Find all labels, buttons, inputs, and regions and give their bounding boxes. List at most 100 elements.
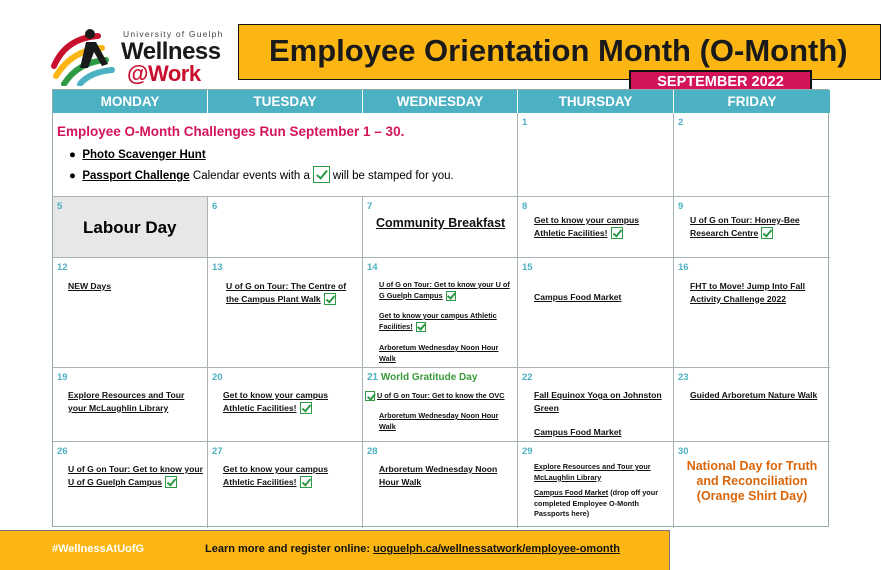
day-cell-30: 30 National Day for Truth and Reconcilia… — [674, 442, 830, 528]
day-cell-26: 26 U of G on Tour: Get to know your U of… — [53, 442, 208, 528]
date-number: 30 — [678, 446, 689, 457]
date-number: 26 — [57, 446, 68, 457]
day-cell-14: 14 U of G on Tour: Get to know your U of… — [363, 258, 518, 368]
event-link[interactable]: U of G on Tour: Get to know your U of G … — [379, 280, 510, 301]
photo-scavenger-hunt-link[interactable]: Photo Scavenger Hunt — [82, 149, 206, 161]
date-number: 5 — [57, 201, 63, 212]
day-cell-19: 19 Explore Resources and Tour your McLau… — [53, 368, 208, 442]
event-link[interactable]: Get to know your campus Athletic Facilit… — [534, 215, 640, 239]
date-number: 29 — [522, 446, 533, 457]
date-number: 28 — [367, 446, 378, 457]
calendar-grid: MONDAY TUESDAY WEDNESDAY THURSDAY FRIDAY… — [52, 89, 830, 528]
stamp-check-icon — [299, 401, 312, 414]
day-cell-16: 16 FHT to Move! Jump Into Fall Activity … — [674, 258, 830, 368]
day-cell-9: 9 U of G on Tour: Honey-Bee Research Cen… — [674, 197, 830, 258]
day-cell-29: 29 Explore Resources and Tour your McLau… — [518, 442, 674, 528]
passport-challenge-link[interactable]: Passport Challenge — [82, 170, 190, 182]
date-number: 7 — [367, 201, 373, 212]
event-link[interactable]: Explore Resources and Tour your McLaughl… — [534, 462, 651, 482]
event-link[interactable]: Get to know your campus Athletic Facilit… — [223, 464, 329, 488]
day-header-tuesday: TUESDAY — [208, 90, 363, 113]
challenge-item-1: ● Photo Scavenger Hunt — [69, 149, 206, 161]
date-number: 21 — [367, 372, 379, 383]
date-number: 1 — [522, 117, 528, 128]
day-cell-12: 12 NEW Days — [53, 258, 208, 368]
event-link[interactable]: Get to know your campus Athletic Facilit… — [379, 311, 497, 332]
community-breakfast-link[interactable]: Community Breakfast — [376, 216, 506, 230]
passport-text-b: will be stamped for you. — [332, 170, 454, 182]
event-link[interactable]: Campus Food Market — [534, 292, 622, 302]
stamp-check-icon — [323, 292, 336, 305]
bullet-icon: ● — [69, 170, 83, 182]
day-cell-20: 20 Get to know your campus Athletic Faci… — [208, 368, 363, 442]
logo-university-text: University of Guelph — [123, 29, 224, 39]
date-number: 12 — [57, 262, 68, 273]
event-link[interactable]: U of G on Tour: The Centre of the Campus… — [226, 281, 347, 305]
logo-wellness-text: Wellness — [121, 38, 221, 65]
stamp-check-icon — [415, 321, 426, 332]
event-link[interactable]: U of G on Tour: Get to know the OVC — [365, 391, 515, 402]
event-link[interactable]: Campus Food Market (drop off your comple… — [534, 488, 659, 518]
day-header-wednesday: WEDNESDAY — [363, 90, 518, 113]
footer-hashtag: #WellnessAtUofG — [52, 543, 145, 555]
event-link[interactable]: Arboretum Wednesday Noon Hour Walk — [379, 464, 498, 487]
day-cell-23: 23 Guided Arboretum Nature Walk — [674, 368, 830, 442]
day-cell-6: 6 — [208, 197, 363, 258]
challenges-title: Employee O-Month Challenges Run Septembe… — [57, 124, 405, 139]
date-number: 27 — [212, 446, 223, 457]
date-number: 8 — [522, 201, 528, 212]
date-number: 20 — [212, 372, 223, 383]
event-link[interactable]: U of G on Tour: Get to know your U of G … — [68, 464, 203, 488]
event-link[interactable]: FHT to Move! Jump Into Fall Activity Cha… — [690, 281, 806, 304]
stamp-check-icon — [445, 290, 456, 301]
day-cell-5: 5 Labour Day — [53, 197, 208, 258]
event-link[interactable]: Arboretum Wednesday Noon Hour Walk — [379, 411, 499, 431]
day-cell-28: 28 Arboretum Wednesday Noon Hour Walk — [363, 442, 518, 528]
date-number: 15 — [522, 262, 533, 273]
event-link[interactable]: Explore Resources and Tour your McLaughl… — [68, 390, 185, 413]
footer-url-link[interactable]: uoguelph.ca/wellnessatwork/employee-omon… — [373, 543, 621, 555]
stamp-check-icon — [165, 475, 178, 488]
world-gratitude-day-label: World Gratitude Day — [380, 372, 478, 383]
stamp-check-icon — [761, 226, 774, 239]
date-number: 22 — [522, 372, 533, 383]
event-link[interactable]: Fall Equinox Yoga on Johnston Green — [534, 390, 662, 413]
date-number: 19 — [57, 372, 68, 383]
day-cell-21: 21 World Gratitude Day U of G on Tour: G… — [363, 368, 518, 442]
labour-day-label: Labour Day — [83, 218, 177, 237]
event-link[interactable]: Arboretum Wednesday Noon Hour Walk — [379, 343, 499, 363]
bullet-icon: ● — [69, 149, 83, 161]
date-number: 9 — [678, 201, 684, 212]
day-cell-27: 27 Get to know your campus Athletic Faci… — [208, 442, 363, 528]
event-link[interactable]: Guided Arboretum Nature Walk — [690, 390, 818, 400]
day-cell-7: 7 Community Breakfast — [363, 197, 518, 258]
day-header-thursday: THURSDAY — [518, 90, 674, 113]
page-title: Employee Orientation Month (O-Month) — [269, 33, 848, 68]
event-link[interactable]: U of G on Tour: Honey-Bee Research Centr… — [690, 215, 800, 239]
stamp-check-icon — [610, 226, 623, 239]
event-link[interactable]: Campus Food Market — [534, 427, 622, 437]
challenge-item-2: ● Passport Challenge Calendar events wit… — [69, 166, 454, 183]
day-cell-13: 13 U of G on Tour: The Centre of the Cam… — [208, 258, 363, 368]
gratitude-day-header: 21 World Gratitude Day — [367, 372, 477, 383]
stamp-check-icon — [365, 391, 375, 401]
truth-reconciliation-label: National Day for Truth and Reconciliatio… — [686, 459, 818, 503]
logo-at-work-text: @Work — [127, 61, 201, 86]
footer-learn-more: Learn more and register online: uoguelph… — [205, 543, 621, 555]
event-link[interactable]: Get to know your campus Athletic Facilit… — [223, 390, 329, 414]
day-cell-2: 2 — [674, 113, 830, 197]
challenges-banner-cell: Employee O-Month Challenges Run Septembe… — [53, 113, 518, 197]
rainbow-figure-icon — [51, 29, 115, 86]
new-days-link[interactable]: NEW Days — [68, 281, 111, 291]
date-number: 16 — [678, 262, 689, 273]
day-header-monday: MONDAY — [53, 90, 208, 113]
stamp-check-icon — [299, 475, 312, 488]
day-cell-15: 15 Campus Food Market — [518, 258, 674, 368]
passport-text-a: Calendar events with a — [189, 170, 310, 182]
date-number: 14 — [367, 262, 378, 273]
day-cell-22: 22 Fall Equinox Yoga on Johnston Green C… — [518, 368, 674, 442]
footer-bar: #WellnessAtUofG Learn more and register … — [0, 530, 670, 570]
stamp-check-icon — [312, 166, 330, 183]
date-number: 6 — [212, 201, 218, 212]
day-cell-1: 1 — [518, 113, 674, 197]
